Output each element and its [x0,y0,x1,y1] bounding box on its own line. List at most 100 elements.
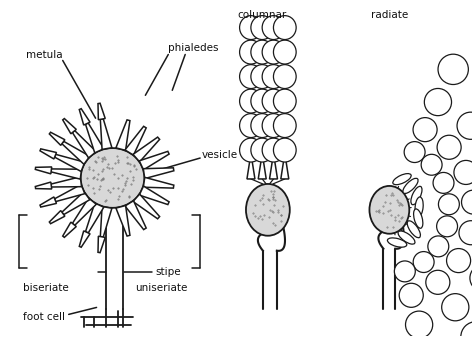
Polygon shape [86,123,104,153]
Polygon shape [63,222,76,237]
Ellipse shape [424,89,452,116]
Polygon shape [125,201,146,229]
Polygon shape [100,119,112,149]
Polygon shape [49,211,65,224]
Polygon shape [139,186,169,205]
Ellipse shape [273,40,296,64]
Text: stipe: stipe [155,267,181,277]
Ellipse shape [273,65,296,89]
Ellipse shape [273,114,296,137]
Polygon shape [62,141,90,164]
Ellipse shape [462,190,473,214]
Polygon shape [51,177,81,187]
Ellipse shape [437,135,461,159]
Polygon shape [55,184,85,202]
Ellipse shape [251,16,273,39]
Ellipse shape [273,89,296,113]
Polygon shape [125,126,146,155]
Polygon shape [98,103,105,120]
Polygon shape [79,231,90,247]
Polygon shape [86,203,104,233]
Ellipse shape [394,261,415,282]
Text: biseriate: biseriate [23,282,69,293]
Ellipse shape [407,221,420,238]
Polygon shape [247,161,255,179]
Polygon shape [116,120,130,150]
Ellipse shape [428,236,449,257]
Polygon shape [143,177,174,188]
Ellipse shape [398,231,415,244]
Polygon shape [98,236,105,253]
Ellipse shape [240,89,263,113]
Ellipse shape [273,138,296,162]
Polygon shape [62,192,90,215]
Ellipse shape [447,249,471,273]
Ellipse shape [240,65,263,89]
Polygon shape [270,161,278,179]
Polygon shape [79,109,90,125]
Text: uniseriate: uniseriate [135,282,188,293]
Ellipse shape [437,216,457,237]
Ellipse shape [442,294,469,321]
Text: phialedes: phialedes [168,43,219,54]
Ellipse shape [433,173,454,193]
Ellipse shape [262,114,285,137]
Polygon shape [143,168,174,179]
Ellipse shape [421,154,442,175]
Ellipse shape [262,65,285,89]
Polygon shape [55,154,85,172]
Ellipse shape [413,118,437,142]
Ellipse shape [413,209,423,228]
Ellipse shape [246,184,290,236]
Polygon shape [133,137,159,162]
Ellipse shape [240,114,263,137]
Polygon shape [72,131,96,158]
Ellipse shape [415,197,423,217]
Ellipse shape [426,270,450,294]
Ellipse shape [273,16,296,39]
Ellipse shape [251,114,273,137]
Ellipse shape [438,194,459,215]
Ellipse shape [393,174,411,185]
Text: columnar: columnar [237,10,287,20]
Ellipse shape [240,40,263,64]
Ellipse shape [251,65,273,89]
Ellipse shape [262,138,285,162]
Ellipse shape [404,142,425,162]
Polygon shape [258,161,266,179]
Polygon shape [116,206,130,236]
Ellipse shape [438,54,468,85]
Ellipse shape [251,40,273,64]
Ellipse shape [240,138,263,162]
Ellipse shape [413,252,434,273]
Ellipse shape [262,40,285,64]
Polygon shape [72,198,96,225]
Ellipse shape [387,238,407,247]
Ellipse shape [80,148,144,208]
Polygon shape [40,197,56,207]
Polygon shape [49,132,65,145]
Polygon shape [133,194,159,219]
Ellipse shape [457,112,473,139]
Ellipse shape [262,16,285,39]
Polygon shape [139,151,169,170]
Ellipse shape [403,178,418,193]
Text: radiate: radiate [371,10,408,20]
Ellipse shape [459,221,473,245]
Ellipse shape [240,16,263,39]
Ellipse shape [251,89,273,113]
Ellipse shape [251,138,273,162]
Polygon shape [35,182,52,189]
Ellipse shape [369,186,409,234]
Ellipse shape [411,186,422,205]
Polygon shape [40,149,56,159]
Polygon shape [35,167,52,174]
Text: vesicle: vesicle [202,150,238,160]
Ellipse shape [461,321,473,337]
Ellipse shape [470,265,473,292]
Polygon shape [63,119,76,134]
Polygon shape [100,207,112,237]
Ellipse shape [405,311,433,337]
Text: metula: metula [26,51,62,60]
Text: foot cell: foot cell [23,312,65,323]
